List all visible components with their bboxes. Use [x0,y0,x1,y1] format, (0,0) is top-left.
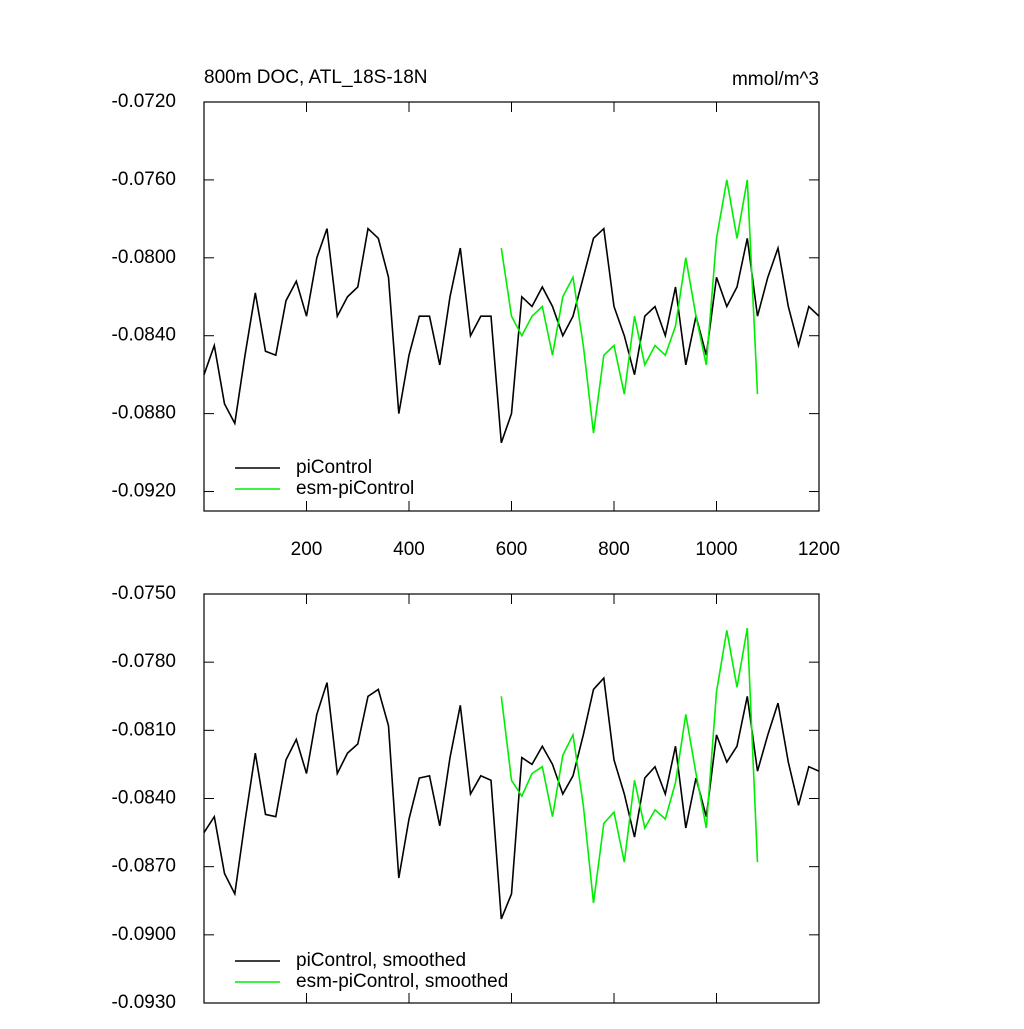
legend-label: esm-piControl, smoothed [296,971,508,992]
y-tick-label: -0.0800 [112,247,176,268]
y-tick-label: -0.0780 [112,651,176,672]
x-tick-label: 200 [291,539,323,560]
x-tick-label: 1200 [798,539,840,560]
series-line [500,627,759,904]
y-tick-label: -0.0840 [112,325,176,346]
series-line [500,179,759,434]
y-tick-label: -0.0760 [112,169,176,190]
x-tick-label: 800 [598,539,630,560]
chart-title: 800m DOC, ATL_18S-18N [204,67,428,88]
y-tick-label: -0.0840 [112,788,176,809]
legend-label: piControl, smoothed [296,950,466,971]
y-tick-label: -0.0810 [112,719,176,740]
y-tick-label: -0.0720 [112,91,176,112]
series-line [203,226,820,444]
y-tick-label: -0.0870 [112,856,176,877]
x-tick-label: 400 [393,539,425,560]
legend-label: esm-piControl [296,478,414,499]
x-tick-label: 1000 [695,539,737,560]
units-label: mmol/m^3 [732,69,819,90]
series-line [203,676,820,920]
y-tick-label: -0.0750 [112,583,176,604]
legend-label: piControl [296,457,372,478]
y-tick-label: -0.0930 [112,992,176,1013]
x-tick-label: 600 [496,539,528,560]
y-tick-label: -0.0880 [112,403,176,424]
plot-frame [203,593,820,1004]
y-tick-label: -0.0920 [112,481,176,502]
y-tick-label: -0.0900 [112,924,176,945]
